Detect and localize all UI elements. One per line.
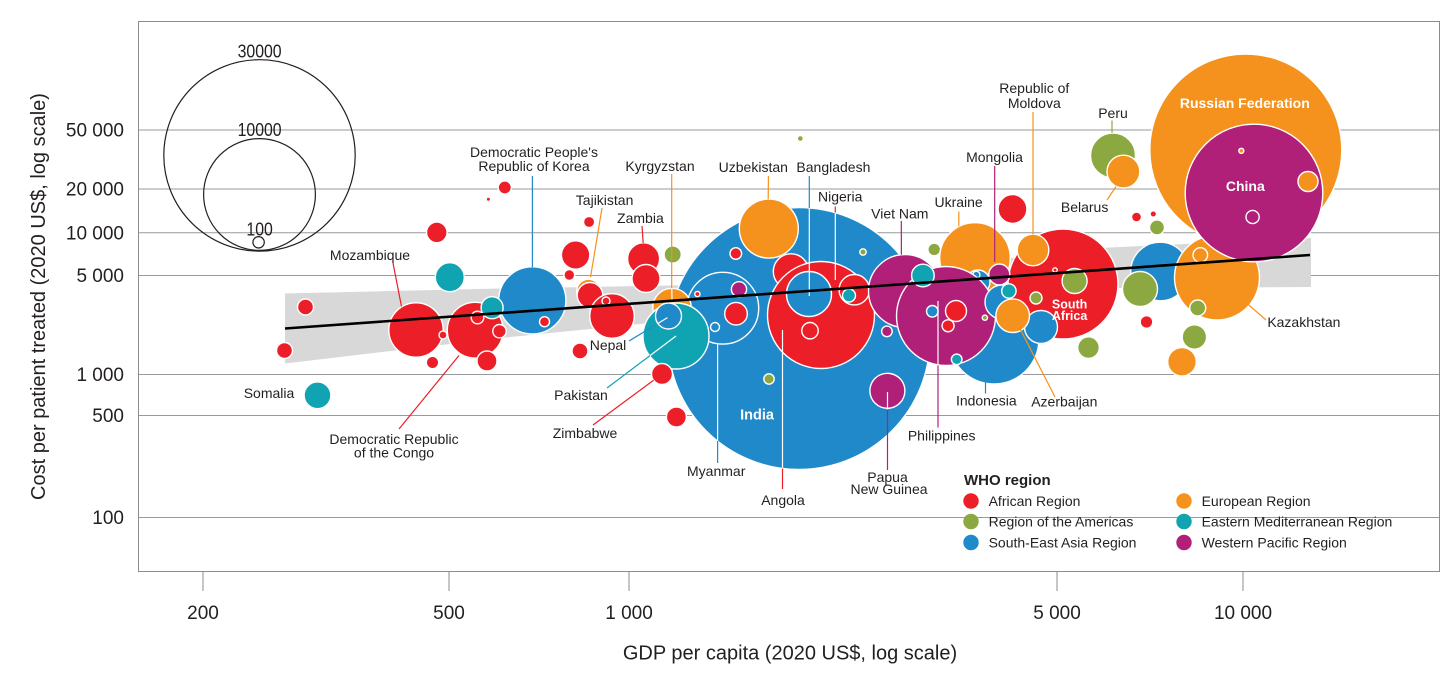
svg-text:5 000: 5 000 <box>76 266 124 287</box>
svg-text:Angola: Angola <box>761 492 805 508</box>
svg-text:Mongolia: Mongolia <box>966 149 1023 165</box>
svg-text:Russian Federation: Russian Federation <box>1180 95 1310 111</box>
svg-text:Nigeria: Nigeria <box>818 189 863 205</box>
svg-text:20 000: 20 000 <box>66 180 124 201</box>
svg-text:Viet Nam: Viet Nam <box>871 205 928 221</box>
svg-text:New Guinea: New Guinea <box>850 481 927 497</box>
svg-text:South: South <box>1052 298 1087 312</box>
svg-text:Mozambique: Mozambique <box>330 247 410 263</box>
svg-text:30000: 30000 <box>238 41 282 62</box>
svg-text:Somalia: Somalia <box>244 385 295 401</box>
svg-text:China: China <box>1226 178 1265 194</box>
svg-text:Ukraine: Ukraine <box>934 194 982 210</box>
svg-text:Philippines: Philippines <box>908 428 976 444</box>
svg-text:Republic of: Republic of <box>999 80 1069 96</box>
svg-text:1 000: 1 000 <box>76 365 124 386</box>
svg-text:Belarus: Belarus <box>1061 199 1108 215</box>
svg-text:African Region: African Region <box>989 493 1081 509</box>
svg-text:Azerbaijan: Azerbaijan <box>1031 394 1097 410</box>
svg-text:Peru: Peru <box>1098 105 1128 121</box>
svg-text:5 000: 5 000 <box>1033 603 1081 624</box>
svg-text:Kazakhstan: Kazakhstan <box>1267 314 1340 330</box>
svg-text:Bangladesh: Bangladesh <box>796 159 870 175</box>
svg-text:Moldova: Moldova <box>1008 95 1061 111</box>
svg-text:Nepal: Nepal <box>590 337 627 353</box>
svg-text:500: 500 <box>92 406 124 427</box>
svg-text:Tajikistan: Tajikistan <box>576 192 634 208</box>
svg-text:Western Pacific Region: Western Pacific Region <box>1202 535 1347 551</box>
svg-text:100: 100 <box>246 219 272 240</box>
svg-text:GDP per capita (2020 US$, log: GDP per capita (2020 US$, log scale) <box>623 643 957 665</box>
svg-text:100: 100 <box>92 508 124 529</box>
svg-text:10000: 10000 <box>238 119 282 140</box>
svg-text:500: 500 <box>433 603 465 624</box>
svg-text:Pakistan: Pakistan <box>554 387 608 403</box>
svg-text:European Region: European Region <box>1202 493 1311 509</box>
svg-text:Zimbabwe: Zimbabwe <box>553 425 618 441</box>
svg-text:South-East Asia Region: South-East Asia Region <box>989 535 1137 551</box>
svg-text:Kyrgyzstan: Kyrgyzstan <box>625 158 694 174</box>
svg-text:1 000: 1 000 <box>605 603 653 624</box>
svg-text:10 000: 10 000 <box>1214 603 1272 624</box>
svg-text:10 000: 10 000 <box>66 224 124 245</box>
svg-text:200: 200 <box>187 603 219 624</box>
svg-text:Region of the Americas: Region of the Americas <box>989 514 1134 530</box>
svg-text:Eastern Mediterranean Region: Eastern Mediterranean Region <box>1202 514 1393 530</box>
svg-text:Africa: Africa <box>1052 309 1088 323</box>
svg-text:Papua: Papua <box>867 469 908 485</box>
svg-text:Democratic People's: Democratic People's <box>470 144 598 160</box>
svg-text:India: India <box>740 408 775 424</box>
svg-text:50 000: 50 000 <box>66 121 124 142</box>
svg-text:Republic of Korea: Republic of Korea <box>478 158 590 174</box>
svg-text:Myanmar: Myanmar <box>687 463 746 479</box>
svg-text:Zambia: Zambia <box>617 210 664 226</box>
svg-text:Cost per patient treated (2020: Cost per patient treated (2020 US$, log … <box>28 93 50 500</box>
svg-text:Indonesia: Indonesia <box>956 393 1017 409</box>
svg-text:Democratic Republic: Democratic Republic <box>329 431 458 447</box>
svg-text:Uzbekistan: Uzbekistan <box>719 159 788 175</box>
svg-text:WHO region: WHO region <box>964 472 1051 489</box>
svg-text:of the Congo: of the Congo <box>354 445 434 461</box>
